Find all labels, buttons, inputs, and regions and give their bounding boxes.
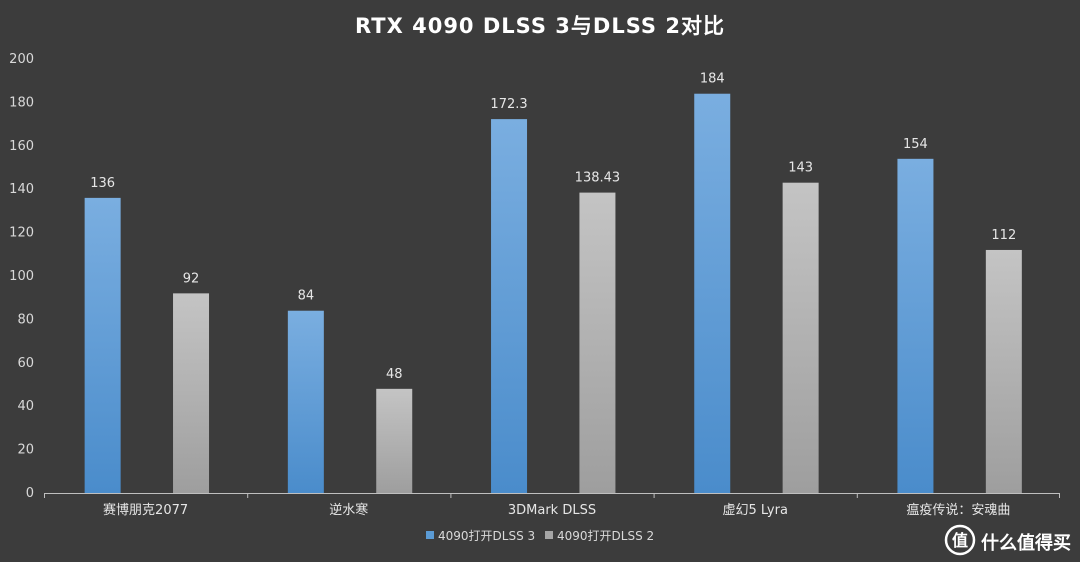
y-tick-label: 60 xyxy=(17,356,34,371)
category-label: 瘟疫传说：安魂曲 xyxy=(906,502,1010,518)
data-label: 84 xyxy=(298,289,315,304)
svg-text:值: 值 xyxy=(952,531,968,550)
category-label: 赛博朋克2077 xyxy=(103,502,188,518)
legend-swatch xyxy=(545,531,553,539)
y-tick-label: 200 xyxy=(9,52,34,67)
data-label: 138.43 xyxy=(575,171,621,186)
bar-dlss3 xyxy=(491,119,528,493)
legend-label: 4090打开DLSS 2 xyxy=(557,529,654,543)
y-tick-label: 140 xyxy=(9,182,34,197)
data-label: 92 xyxy=(183,271,200,286)
y-tick-label: 40 xyxy=(17,399,34,414)
bar-dlss2 xyxy=(579,192,616,493)
category-label: 3DMark DLSS xyxy=(508,503,596,518)
data-label: 48 xyxy=(386,367,403,382)
bar-dlss2 xyxy=(985,249,1022,493)
y-tick-label: 0 xyxy=(26,486,34,501)
bar-dlss3 xyxy=(897,158,934,493)
category-label: 虚幻5 Lyra xyxy=(722,503,787,518)
watermark-logo: 值 什么值得买 xyxy=(943,524,1075,556)
y-tick-label: 120 xyxy=(9,226,34,241)
data-label: 112 xyxy=(991,228,1016,243)
bar-dlss2 xyxy=(376,388,413,493)
y-tick-label: 100 xyxy=(9,269,34,284)
data-label: 172.3 xyxy=(490,97,527,112)
data-label: 154 xyxy=(903,137,928,152)
legend-swatch xyxy=(426,531,434,539)
chart-title: RTX 4090 DLSS 3与DLSS 2对比 xyxy=(355,14,725,38)
data-label: 136 xyxy=(90,176,115,191)
y-tick-label: 20 xyxy=(17,443,34,458)
bar-dlss2 xyxy=(782,182,819,493)
bar-dlss3 xyxy=(694,93,731,493)
watermark-text: 什么值得买 xyxy=(981,533,1071,554)
category-label: 逆水寒 xyxy=(329,502,368,518)
y-tick-label: 160 xyxy=(9,139,34,154)
legend-label: 4090打开DLSS 3 xyxy=(438,529,535,543)
watermark-icon: 值 xyxy=(944,524,976,556)
y-tick-label: 80 xyxy=(17,312,34,327)
bar-dlss3 xyxy=(84,197,121,493)
data-label: 143 xyxy=(788,161,813,176)
y-tick-label: 180 xyxy=(9,95,34,110)
bar-dlss3 xyxy=(287,310,324,493)
data-label: 184 xyxy=(700,72,725,87)
bar-dlss2 xyxy=(173,293,210,493)
